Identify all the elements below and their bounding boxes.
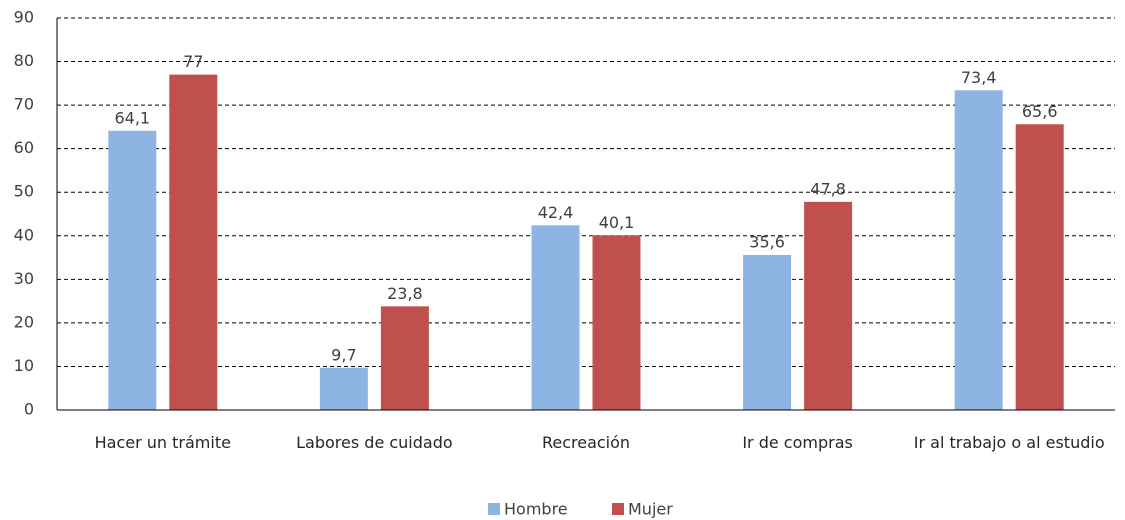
legend-swatch (612, 503, 624, 515)
bar (319, 367, 368, 410)
x-tick-label: Labores de cuidado (296, 433, 453, 452)
x-tick-label: Ir al trabajo o al estudio (913, 433, 1105, 452)
y-tick-label: 90 (14, 8, 34, 27)
bar (380, 306, 429, 410)
x-tick-label-box: Labores de cuidado (296, 433, 453, 452)
data-label: 9,7 (331, 345, 356, 364)
y-tick-label: 70 (14, 95, 34, 114)
y-tick-label: 80 (14, 51, 34, 70)
x-tick-label-box: Recreación (541, 433, 631, 452)
data-label: 73,4 (961, 68, 997, 87)
x-tick-label-box: Ir al trabajo o al estudio (913, 433, 1105, 452)
bar (743, 254, 792, 410)
x-tick-label: Recreación (541, 433, 631, 452)
y-tick-label: 30 (14, 269, 34, 288)
bar (169, 74, 218, 410)
data-label: 23,8 (387, 284, 423, 303)
y-tick-label: 60 (14, 138, 34, 157)
data-label: 77 (183, 52, 203, 71)
x-tick-label-box: Hacer un trámite (94, 433, 231, 452)
y-tick-label: 40 (14, 225, 34, 244)
legend-label: Hombre (504, 500, 568, 519)
data-label: 65,6 (1022, 102, 1058, 121)
y-tick-label: 10 (14, 356, 34, 375)
data-label: 42,4 (538, 203, 574, 222)
data-label: 47,8 (810, 179, 846, 198)
bar (592, 235, 641, 410)
bar (1015, 124, 1064, 410)
legend-swatch (488, 503, 500, 515)
x-tick-label-box: Ir de compras (742, 433, 853, 452)
data-label: 40,1 (599, 213, 635, 232)
y-tick-label: 50 (14, 182, 34, 201)
x-tick-label: Ir de compras (742, 433, 853, 452)
bar (954, 90, 1003, 411)
bar (804, 201, 853, 410)
y-tick-label: 20 (14, 312, 34, 331)
data-label: 35,6 (749, 232, 785, 251)
x-tick-label: Hacer un trámite (94, 433, 231, 452)
bar (108, 130, 157, 410)
y-tick-label: 0 (24, 400, 34, 419)
legend-label: Mujer (628, 500, 673, 519)
data-label: 64,1 (114, 108, 150, 127)
bar (531, 225, 580, 410)
